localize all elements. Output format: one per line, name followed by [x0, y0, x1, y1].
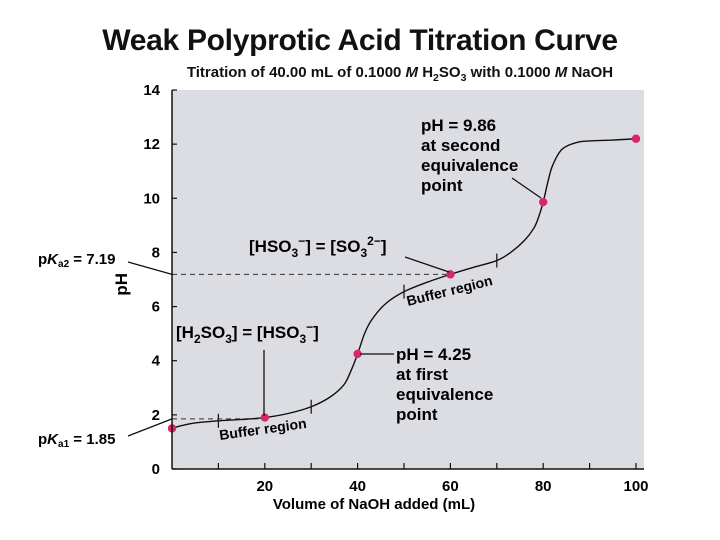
plot-area	[172, 90, 644, 469]
svg-text:equivalence: equivalence	[421, 156, 518, 175]
y-tick-label: 8	[152, 244, 160, 261]
annotation-leaders	[263, 177, 542, 416]
pka1-label: pKa1 = 1.85	[38, 431, 115, 450]
x-tick-label: 20	[256, 478, 273, 495]
y-tick-label: 0	[152, 461, 160, 478]
first-half-equivalence-label: [H2SO3] = [HSO3−]	[176, 320, 319, 346]
svg-text:pH = 9.86: pH = 9.86	[421, 116, 496, 135]
chart-subtitle: Titration of 40.00 mL of 0.1000 M H2SO3 …	[186, 64, 614, 84]
data-point	[260, 413, 269, 422]
second-half-equivalence-label: [HSO3−] = [SO32−]	[249, 234, 387, 260]
svg-text:at first: at first	[396, 365, 448, 384]
second-equivalence-annotation: pH = 9.86 at second equivalence point	[421, 116, 518, 195]
y-tick-label: 6	[152, 299, 160, 316]
data-point	[539, 197, 548, 207]
data-point	[631, 134, 641, 143]
svg-text:point: point	[396, 405, 438, 424]
chart-title: Weak Polyprotic Acid Titration Curve	[102, 24, 618, 57]
pka2-label: pKa2 = 7.19	[38, 251, 115, 270]
svg-text:equivalence: equivalence	[396, 385, 493, 404]
x-tick-label: 60	[442, 478, 459, 495]
y-axis-label: pH	[112, 273, 131, 296]
y-tick-label: 2	[152, 407, 160, 424]
y-tick-label: 10	[143, 190, 160, 207]
x-tick-label: 80	[535, 478, 552, 495]
pka2-leader	[127, 261, 173, 275]
first-equivalence-annotation: pH = 4.25 at first equivalence point	[396, 345, 493, 424]
y-tick-label: 12	[143, 136, 160, 153]
svg-text:point: point	[421, 176, 463, 195]
pka1-leader	[127, 418, 173, 437]
x-tick-label: 100	[623, 478, 648, 495]
y-tick-label: 14	[143, 82, 160, 99]
svg-text:pH = 4.25: pH = 4.25	[396, 345, 471, 364]
data-point	[353, 349, 362, 359]
y-tick-label: 4	[152, 353, 161, 370]
x-tick-label: 40	[349, 478, 366, 495]
x-axis-label: Volume of NaOH added (mL)	[273, 496, 475, 513]
svg-text:at second: at second	[421, 136, 500, 155]
